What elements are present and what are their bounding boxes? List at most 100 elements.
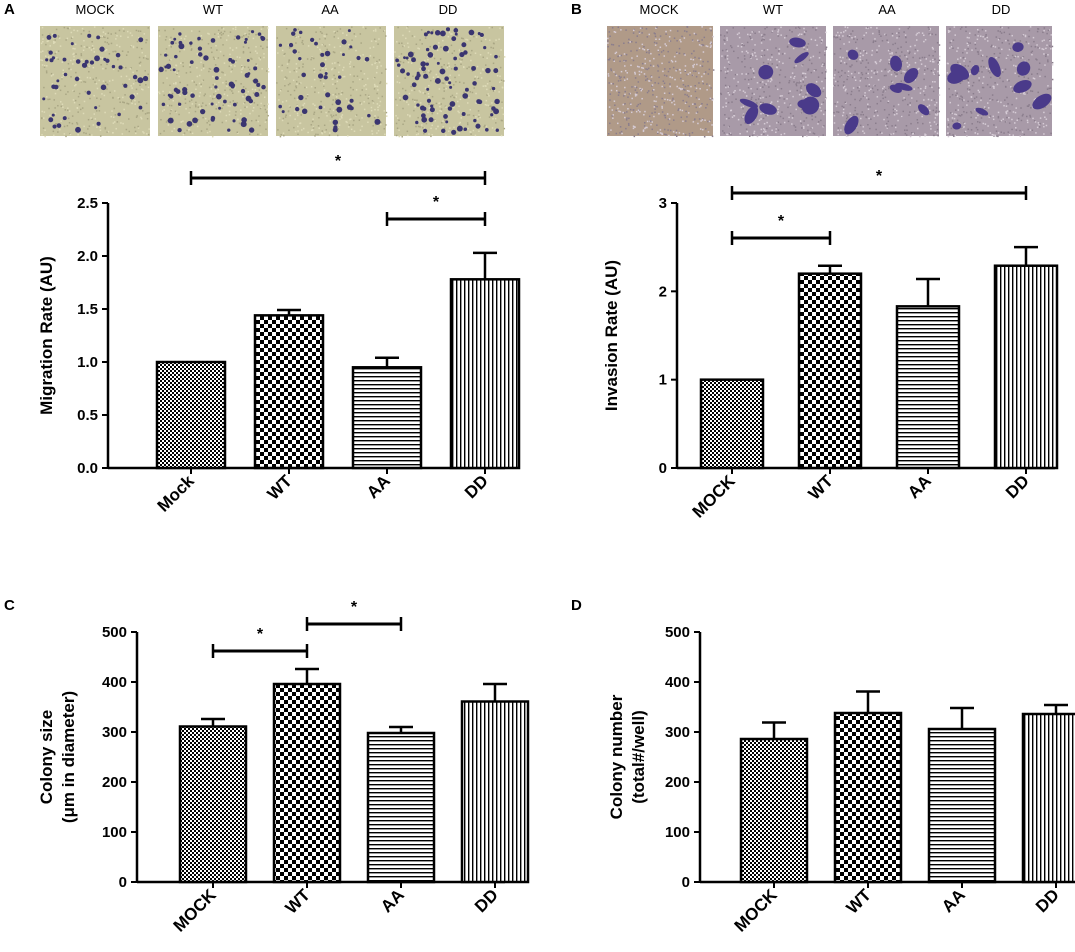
x-tick-label: WT xyxy=(805,471,838,504)
micrograph-invasion-1 xyxy=(720,26,828,138)
image-label-b-aa: AA xyxy=(878,2,896,17)
bar-wt xyxy=(797,272,863,470)
micrograph-invasion-3 xyxy=(946,26,1054,138)
significance-star: * xyxy=(257,626,264,643)
image-label-a-wt: WT xyxy=(203,2,223,17)
image-label-b-wt: WT xyxy=(763,2,783,17)
bar-dd xyxy=(449,278,521,470)
micrograph-invasion-0 xyxy=(607,26,715,138)
image-label-b-mock: MOCK xyxy=(640,2,679,17)
significance-bracket: * xyxy=(305,599,403,631)
micrograph-row-invasion xyxy=(607,26,1054,138)
micrograph-row-migration xyxy=(40,26,506,138)
panel-letter-d: D xyxy=(571,597,582,614)
y-tick-label: 100 xyxy=(665,824,690,841)
x-tick-label: DD xyxy=(1002,471,1033,502)
y-tick-label: 0 xyxy=(682,874,690,891)
significance-bracket: * xyxy=(385,194,487,226)
y-tick-label: 300 xyxy=(102,724,127,741)
x-tick-label: DD xyxy=(461,471,492,502)
y-axis-title: Invasion Rate (AU) xyxy=(602,260,621,411)
micrograph-migration-3 xyxy=(394,26,506,138)
y-tick-label: 400 xyxy=(102,674,127,691)
bar-aa xyxy=(351,366,423,470)
micrograph-invasion-2 xyxy=(833,26,941,138)
y-tick-label: 0.0 xyxy=(77,460,98,477)
bar-dd xyxy=(993,264,1059,470)
x-tick-label: MOCK xyxy=(689,471,740,522)
y-tick-label: 100 xyxy=(102,824,127,841)
bar-wt xyxy=(272,682,342,884)
x-tick-label: Mock xyxy=(154,471,199,516)
image-label-a-mock: MOCK xyxy=(76,2,115,17)
bar-wt xyxy=(253,314,325,470)
image-label-a-dd: DD xyxy=(439,2,458,17)
x-tick-label: AA xyxy=(363,471,394,502)
image-label-a-aa: AA xyxy=(321,2,339,17)
x-tick-label: AA xyxy=(904,471,935,502)
y-tick-label: 400 xyxy=(665,674,690,691)
y-tick-label: 300 xyxy=(665,724,690,741)
y-axis-title-line: (μm in diameter) xyxy=(59,691,78,823)
significance-star: * xyxy=(433,194,440,211)
bar-wt xyxy=(833,711,903,884)
bar-mock xyxy=(699,378,765,470)
x-tick-label: DD xyxy=(471,885,502,916)
x-tick-label: WT xyxy=(282,885,315,918)
y-tick-label: 2.5 xyxy=(77,195,98,212)
x-tick-label: DD xyxy=(1032,885,1063,916)
significance-bracket: * xyxy=(730,213,832,245)
significance-star: * xyxy=(778,213,785,230)
micrograph-migration-1 xyxy=(158,26,270,138)
bar-dd xyxy=(460,700,530,884)
bar-aa xyxy=(927,727,997,884)
y-tick-label: 200 xyxy=(665,774,690,791)
chart-migration-rate: 0.0 0.5 1.0 1.5 2.0 2.5 Migration Rate (AU) Moc… xyxy=(37,153,521,516)
y-tick-label: 2.0 xyxy=(77,248,98,265)
y-tick-label: 0 xyxy=(119,874,127,891)
y-tick-label: 0.5 xyxy=(77,407,98,424)
y-tick-label: 2 xyxy=(659,283,667,300)
bar-aa xyxy=(895,305,961,470)
y-tick-label: 500 xyxy=(665,624,690,641)
bar-mock xyxy=(739,737,809,884)
significance-star: * xyxy=(876,168,883,185)
significance-bracket: * xyxy=(189,153,487,185)
x-tick-label: WT xyxy=(843,885,876,918)
significance-bracket: * xyxy=(211,626,309,658)
x-tick-label: MOCK xyxy=(170,885,221,936)
y-axis-title: Migration Rate (AU) xyxy=(37,256,56,415)
image-labels-b: MOCK WT AA DD xyxy=(640,2,1011,17)
micrograph-migration-2 xyxy=(276,26,388,138)
significance-star: * xyxy=(335,153,342,170)
chart-colony-number: 0 100 200 300 400 500 Colony number (total#/wel… xyxy=(607,624,1075,936)
bar-mock xyxy=(178,725,248,884)
x-tick-label: AA xyxy=(938,885,969,916)
panel-letter-b: B xyxy=(571,1,582,18)
y-tick-label: 200 xyxy=(102,774,127,791)
y-axis-title-line: Colony size xyxy=(37,710,56,804)
significance-bracket: * xyxy=(730,168,1028,200)
bar-mock xyxy=(155,360,227,470)
x-tick-label: MOCK xyxy=(731,885,782,936)
y-axis-title-line: Colony number xyxy=(607,694,626,819)
y-tick-label: 3 xyxy=(659,195,667,212)
significance-star: * xyxy=(351,599,358,616)
y-tick-label: 1.5 xyxy=(77,301,98,318)
x-tick-label: AA xyxy=(377,885,408,916)
y-tick-label: 0 xyxy=(659,460,667,477)
panel-letter-c: C xyxy=(4,597,15,614)
micrograph-migration-0 xyxy=(40,26,150,138)
image-label-b-dd: DD xyxy=(992,2,1011,17)
bar-dd xyxy=(1021,712,1075,884)
y-axis-title-line: (total#/well) xyxy=(629,710,648,804)
y-tick-label: 500 xyxy=(102,624,127,641)
y-tick-label: 1 xyxy=(659,372,667,389)
chart-invasion-rate: 0 1 2 3 Invasion Rate (AU) MOCK WT AA DD * * xyxy=(602,168,1059,522)
image-labels-a: MOCK WT AA DD xyxy=(76,2,458,17)
x-tick-label: WT xyxy=(264,471,297,504)
bar-aa xyxy=(366,731,436,884)
y-tick-label: 1.0 xyxy=(77,354,98,371)
chart-colony-size: 0 100 200 300 400 500 Colony size (μm in diamet… xyxy=(37,599,530,936)
